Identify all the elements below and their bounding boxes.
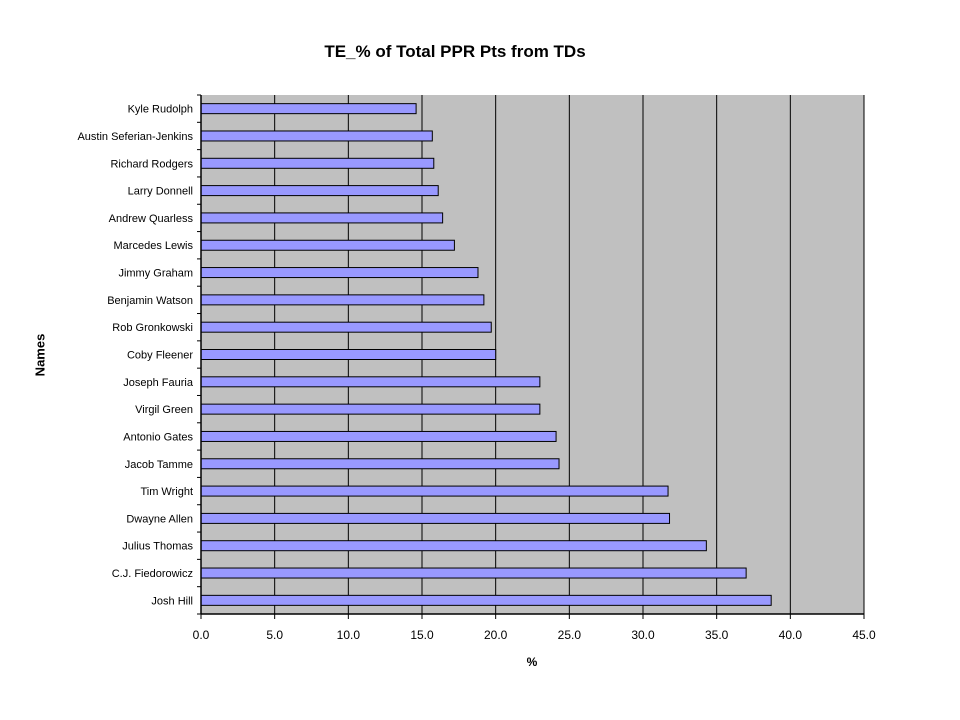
bar xyxy=(200,239,455,251)
x-tick-label: 15.0 xyxy=(410,628,434,642)
y-tick-label: Larry Donnell xyxy=(128,186,193,198)
bar xyxy=(200,430,557,442)
x-tick-label: 20.0 xyxy=(484,628,508,642)
x-tick-label: 35.0 xyxy=(705,628,729,642)
bar xyxy=(200,294,485,306)
y-tick-label: C.J. Fiedorowicz xyxy=(112,568,193,580)
y-tick-label: Jacob Tamme xyxy=(125,459,193,471)
y-tick-label: Joseph Fauria xyxy=(123,377,194,389)
bar xyxy=(200,403,541,415)
y-tick-label: Jimmy Graham xyxy=(118,268,193,280)
bar xyxy=(200,567,747,579)
bar xyxy=(200,349,497,360)
bar xyxy=(200,512,671,524)
x-tick-label: 30.0 xyxy=(631,628,655,642)
x-tick-label: 25.0 xyxy=(558,628,582,642)
y-tick-label: Tim Wright xyxy=(140,486,193,498)
y-tick-label: Andrew Quarless xyxy=(109,213,194,225)
x-tick-label: 5.0 xyxy=(266,628,283,642)
y-tick-label: Virgil Green xyxy=(135,404,193,416)
y-tick-label: Dwayne Allen xyxy=(126,513,193,525)
bar xyxy=(200,185,439,197)
chart-title: TE_% of Total PPR Pts from TDs xyxy=(324,42,586,61)
bar xyxy=(200,485,669,497)
bar xyxy=(200,212,444,224)
bar xyxy=(200,540,707,552)
y-tick-label: Austin Seferian-Jenkins xyxy=(77,131,193,143)
bar xyxy=(200,458,560,470)
bar xyxy=(200,103,417,115)
bar xyxy=(200,130,433,142)
bar xyxy=(200,267,479,279)
y-tick-label: Richard Rodgers xyxy=(110,158,193,170)
x-tick-label: 0.0 xyxy=(193,628,210,642)
y-tick-label: Coby Fleener xyxy=(127,350,193,362)
y-tick-label: Julius Thomas xyxy=(122,541,193,553)
y-tick-label: Antonio Gates xyxy=(123,431,193,443)
bar xyxy=(200,376,541,388)
x-tick-label: 40.0 xyxy=(779,628,803,642)
x-tick-label: 45.0 xyxy=(852,628,876,642)
y-tick-label: Josh Hill xyxy=(151,595,193,607)
bar xyxy=(200,321,492,333)
bar xyxy=(200,594,772,606)
x-axis-label: % xyxy=(526,655,538,669)
y-tick-label: Rob Gronkowski xyxy=(112,322,193,334)
x-tick-label: 10.0 xyxy=(337,628,361,642)
bar xyxy=(200,157,435,169)
y-tick-label: Marcedes Lewis xyxy=(114,240,194,252)
y-tick-label: Benjamin Watson xyxy=(107,295,193,307)
y-tick-label: Kyle Rudolph xyxy=(128,104,193,116)
